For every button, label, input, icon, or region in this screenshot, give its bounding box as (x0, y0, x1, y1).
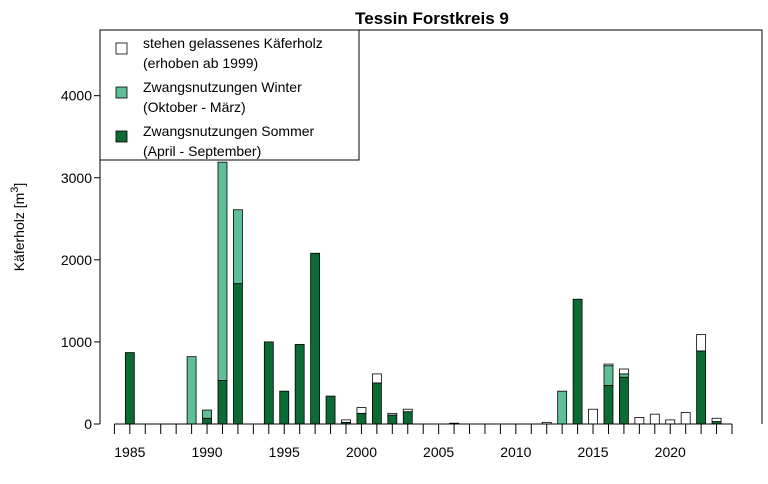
bar-standing (387, 412, 398, 416)
bar-summer (603, 385, 614, 425)
bar-summer (124, 352, 135, 425)
bar-summer (217, 380, 228, 425)
bar-summer (279, 390, 290, 425)
bar-standing (696, 334, 707, 352)
y-tick-label: 0 (84, 416, 92, 432)
x-tick-label: 1985 (114, 444, 145, 460)
y-axis-label-sup: 3 (9, 187, 21, 193)
y-tick-label: 3000 (61, 170, 92, 186)
bar-winter (619, 373, 629, 378)
chart-title: Tessin Forstkreis 9 (355, 9, 509, 28)
bars-layer (124, 161, 722, 425)
bar-standing (371, 373, 382, 384)
plot-frame (99, 29, 763, 424)
bar-winter (557, 390, 568, 425)
bar-standing (619, 368, 629, 375)
y-tick-label: 1000 (61, 334, 92, 350)
bar-summer (572, 298, 583, 425)
bar-summer (402, 411, 413, 425)
bar-summer (371, 382, 382, 425)
bar-standing (402, 408, 413, 413)
y-axis-label-close: ] (11, 183, 27, 187)
bar-summer (356, 412, 367, 425)
x-tick-label: 2015 (577, 444, 608, 460)
legend-box (99, 29, 360, 161)
bar-standing (680, 412, 691, 425)
x-tick-label: 2005 (423, 444, 454, 460)
x-axis: 1985 1990 1995 2000 2005 2010 2015 2020 (113, 423, 733, 460)
bar-winter (603, 365, 614, 386)
bar-standing (634, 417, 645, 425)
y-axis-label-text: Käferholz [m (11, 193, 27, 272)
legend-label-line1: Zwangsnutzungen Sommer (143, 123, 315, 139)
legend-swatch (115, 130, 128, 143)
y-tick-label: 4000 (61, 88, 92, 104)
bar-standing (649, 413, 660, 425)
legend-swatch (115, 42, 128, 55)
bar-winter (202, 409, 212, 419)
bar-summer (619, 376, 629, 425)
bar-winter (186, 356, 197, 425)
legend-label-line2: (Oktober - März) (143, 99, 246, 115)
bar-standing (356, 407, 367, 414)
legend: stehen gelassenes Käferholz (erhoben ab 1… (99, 29, 360, 161)
bar-summer (202, 417, 212, 425)
bar-summer (310, 252, 321, 425)
legend-label-line1: Zwangsnutzungen Winter (143, 79, 302, 95)
bar-winter (233, 209, 243, 285)
bar-winter (217, 161, 228, 381)
legend-label-line1: stehen gelassenes Käferholz (143, 35, 323, 51)
bar-summer (387, 414, 398, 425)
bar-standing (665, 419, 676, 425)
bar-summer (696, 350, 707, 425)
y-axis-label: Käferholz [m3] (9, 183, 27, 272)
bar-summer (294, 343, 305, 425)
x-tick-label: 2010 (500, 444, 531, 460)
y-tick-label: 2000 (61, 252, 92, 268)
x-tick-label: 1995 (269, 444, 300, 460)
legend-label-line2: (April - September) (143, 143, 261, 159)
bar-standing (603, 363, 614, 367)
x-tick-label: 2020 (655, 444, 686, 460)
legend-swatch (115, 86, 128, 99)
legend-label-line2: (erhoben ab 1999) (143, 55, 258, 71)
bar-standing (588, 408, 598, 425)
bar-standing (341, 419, 351, 423)
bar-summer (233, 283, 243, 425)
bar-standing (711, 417, 722, 422)
bar-summer (263, 341, 274, 425)
bar-summer (325, 395, 336, 425)
y-axis: 0 1000 2000 3000 4000 (61, 88, 100, 432)
x-tick-label: 1990 (191, 444, 222, 460)
x-tick-label: 2000 (346, 444, 377, 460)
